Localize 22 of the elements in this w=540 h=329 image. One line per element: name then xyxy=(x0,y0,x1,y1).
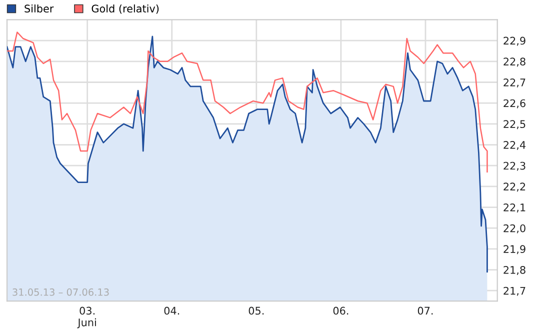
y-tick-label: 22,8 xyxy=(504,58,526,67)
y-tick-label: 22,1 xyxy=(504,203,526,212)
y-tick-label: 22,0 xyxy=(504,224,526,234)
x-tick-label: 04. xyxy=(164,306,180,315)
legend-label: Gold (relativ) xyxy=(92,4,159,14)
y-tick-label: 21,7 xyxy=(504,286,526,296)
y-tick-label: 22,7 xyxy=(504,78,526,88)
y-tick-label: 21,9 xyxy=(504,245,526,254)
y-tick-label: 22,9 xyxy=(504,36,526,46)
line-series xyxy=(7,32,488,172)
y-tick-label: 22,4 xyxy=(504,140,526,150)
y-tick-label: 22,6 xyxy=(504,99,526,108)
x-tick-label: 05. xyxy=(248,306,264,315)
x-tick-label: 07. xyxy=(418,306,433,315)
legend-label: Silber xyxy=(24,4,54,13)
annotation: 31.05.13 – 07.06.13 xyxy=(12,288,109,296)
x-tick-label: 03. Juni xyxy=(77,306,96,328)
y-tick-label: 21,8 xyxy=(504,266,526,275)
y-tick-label: 22,5 xyxy=(504,120,526,130)
y-tick-label: 22,2 xyxy=(504,182,526,192)
x-tick-label: 06. xyxy=(333,306,348,315)
y-tick-label: 22,3 xyxy=(504,162,526,171)
